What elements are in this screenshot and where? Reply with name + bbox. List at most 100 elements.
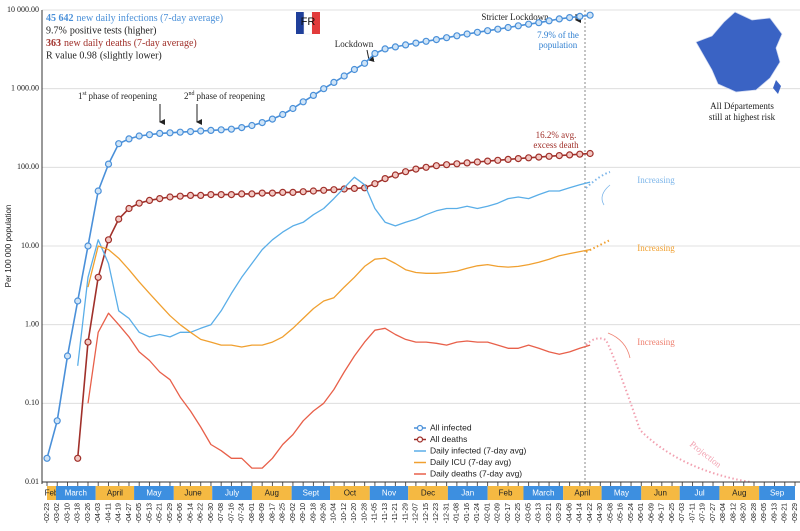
x-tick-label: -04-06 xyxy=(566,503,573,523)
map-corsica xyxy=(773,80,781,94)
month-label: April xyxy=(574,489,590,498)
x-tick-label: -05-21 xyxy=(157,503,164,523)
series-line xyxy=(43,11,594,462)
x-tick-label: -04-30 xyxy=(597,503,604,523)
x-tick-label: -11-21 xyxy=(392,503,399,523)
x-tick-label: -08-20 xyxy=(741,503,748,523)
x-tick-label: -11-05 xyxy=(372,503,379,523)
map-france xyxy=(695,11,783,93)
x-tick-label: -08-12 xyxy=(730,503,737,523)
x-tick-label: -02-23 xyxy=(44,503,51,523)
x-tick-label: -07-19 xyxy=(700,503,707,523)
x-tick-label: -10-12 xyxy=(341,503,348,523)
x-tick-label: -03-21 xyxy=(546,503,553,523)
x-tick-label: -03-18 xyxy=(75,503,82,523)
x-tick-label: -02-01 xyxy=(484,503,491,523)
month-band xyxy=(487,486,524,500)
month-band xyxy=(173,486,213,500)
x-tick-label: -05-13 xyxy=(146,503,153,523)
x-tick-label: -12-07 xyxy=(413,503,420,523)
stat-text: positive tests (higher) xyxy=(70,26,157,37)
annotation: Lockdown xyxy=(335,39,374,49)
x-tick-label: -02-17 xyxy=(505,503,512,523)
x-tick-label: -03-26 xyxy=(85,503,92,523)
x-tick-label: -09-18 xyxy=(310,503,317,523)
projection xyxy=(585,239,611,253)
month-label: March xyxy=(65,489,87,498)
month-band xyxy=(291,486,331,500)
annotation: population xyxy=(539,40,578,50)
x-tick-label: -06-30 xyxy=(208,503,215,523)
month-band xyxy=(679,486,720,500)
month-band xyxy=(523,486,564,500)
legend-label: All deaths xyxy=(430,434,467,444)
month-label: Jan xyxy=(461,489,474,498)
annotation: 2nd phase of reopening xyxy=(184,91,265,101)
month-label: Aug xyxy=(265,489,279,498)
x-tick-label: -07-16 xyxy=(228,503,235,523)
y-tick-label: 10 000.00 xyxy=(7,5,39,14)
x-tick-label: -04-27 xyxy=(126,503,133,523)
x-tick-label: -09-13 xyxy=(771,503,778,523)
month-label: Sep xyxy=(770,489,785,498)
stat-value: 45 642 xyxy=(46,13,74,24)
legend-label: All infected xyxy=(430,422,472,432)
projection xyxy=(585,171,611,189)
x-tick-label: -05-05 xyxy=(136,503,143,523)
x-tick-label: -04-19 xyxy=(116,503,123,523)
x-tick-label: -12-15 xyxy=(423,503,430,523)
month-band xyxy=(601,486,642,500)
month-band xyxy=(641,486,680,500)
annotation: Stricter Lockdown xyxy=(481,12,549,22)
legend-marker xyxy=(416,424,424,432)
x-tick-label: -11-13 xyxy=(382,503,389,523)
month-band xyxy=(251,486,292,500)
month-label: May xyxy=(614,489,629,498)
x-tick-label: -09-10 xyxy=(300,503,307,523)
y-tick-label: 100.00 xyxy=(17,162,39,171)
month-band xyxy=(95,486,135,500)
x-tick-label: -06-14 xyxy=(187,503,194,523)
stat-text: new daily infections (7-day average) xyxy=(77,13,224,24)
x-tick-label: -07-11 xyxy=(689,503,696,523)
x-tick-label: -08-25 xyxy=(280,503,287,523)
month-band xyxy=(55,486,96,500)
annotation: 7.9% of the xyxy=(537,30,579,40)
lines xyxy=(43,11,594,469)
month-label: Oct xyxy=(344,489,357,498)
stat-line: 9.7% positive tests (higher) xyxy=(46,26,157,37)
y-tick-label: 1.00 xyxy=(25,319,39,328)
x-tick-label: -01-16 xyxy=(464,503,471,523)
annotation: Increasing xyxy=(637,175,675,185)
month-band xyxy=(447,486,488,500)
stat-text: (slightly lower) xyxy=(100,51,162,62)
x-tick-label: -02-09 xyxy=(495,503,502,523)
month-label: Feb xyxy=(499,489,513,498)
x-tick-label: -08-09 xyxy=(259,503,266,523)
x-tick-label: -05-29 xyxy=(167,503,174,523)
x-tick-label: -09-26 xyxy=(321,503,328,523)
month-label: Nov xyxy=(382,489,396,498)
month-label: Aug xyxy=(732,489,746,498)
flag-label: FR xyxy=(301,16,316,28)
month-label: Feb xyxy=(45,489,59,498)
x-tick-label: -09-02 xyxy=(290,503,297,523)
stat-line: 45 642 new daily infections (7-day averag… xyxy=(46,13,223,24)
trend-arrow xyxy=(601,184,611,206)
month-band xyxy=(563,486,602,500)
x-tick-label: -07-24 xyxy=(239,503,246,523)
x-tick-label: -08-04 xyxy=(720,503,727,523)
series-line xyxy=(77,176,591,366)
x-tick-label: -09-05 xyxy=(761,503,768,523)
x-tick-label: -09-21 xyxy=(782,503,789,523)
x-tick-label: -05-16 xyxy=(618,503,625,523)
stat-line: R value 0.98 (slightly lower) xyxy=(46,51,162,62)
x-tick-label: -04-11 xyxy=(105,503,112,523)
x-tick-label: -07-08 xyxy=(218,503,225,523)
x-tick-label: -06-17 xyxy=(659,503,666,523)
annotation: 1st phase of reopening xyxy=(78,91,157,101)
x-tick-label: -06-06 xyxy=(177,503,184,523)
month-label: Sept xyxy=(303,489,320,498)
month-label: April xyxy=(107,489,123,498)
